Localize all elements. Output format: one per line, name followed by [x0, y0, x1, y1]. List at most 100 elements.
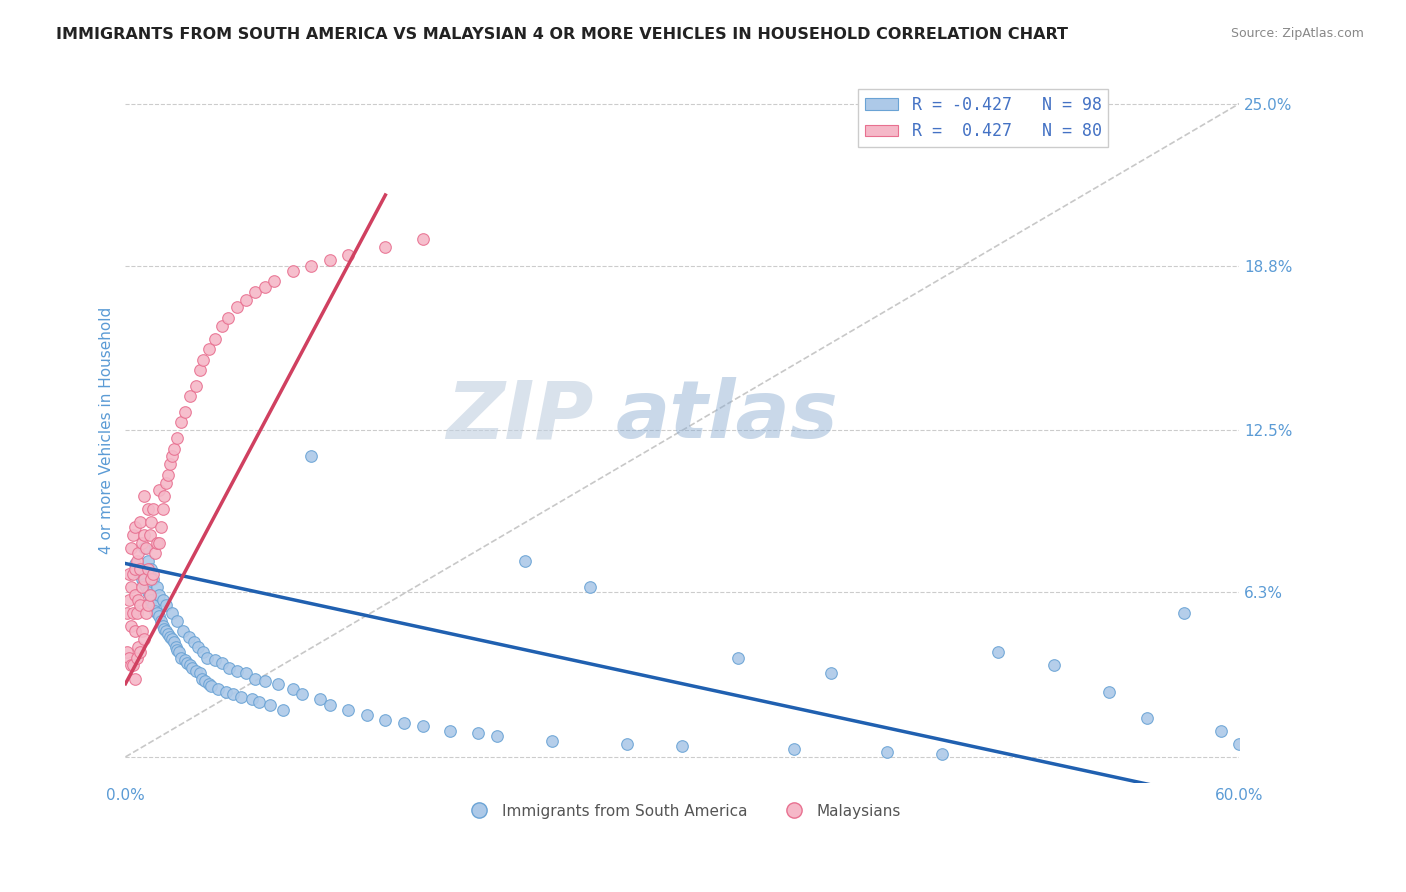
Point — [1135, 711, 1157, 725]
Point — [160, 450, 183, 464]
Point — [143, 546, 166, 560]
Point — [118, 593, 141, 607]
Point — [129, 566, 152, 581]
Point — [1227, 737, 1250, 751]
Point — [211, 318, 233, 333]
Point — [135, 606, 157, 620]
Point — [124, 520, 146, 534]
Point — [131, 572, 153, 586]
Point — [163, 635, 186, 649]
Point — [127, 640, 149, 655]
Point — [218, 661, 240, 675]
Point — [1042, 658, 1064, 673]
Point — [148, 535, 170, 549]
Point — [129, 645, 152, 659]
Point — [281, 681, 304, 696]
Point — [356, 708, 378, 723]
Point — [184, 379, 207, 393]
Point — [267, 677, 290, 691]
Point — [299, 450, 322, 464]
Point — [671, 739, 693, 754]
Point — [245, 285, 267, 299]
Point — [127, 565, 149, 579]
Point — [170, 416, 193, 430]
Point — [222, 687, 245, 701]
Point — [165, 640, 187, 655]
Y-axis label: 4 or more Vehicles in Household: 4 or more Vehicles in Household — [100, 307, 114, 554]
Point — [229, 690, 252, 704]
Point — [931, 747, 953, 762]
Point — [138, 588, 160, 602]
Point — [122, 658, 145, 673]
Point — [240, 692, 263, 706]
Point — [412, 232, 434, 246]
Point — [198, 343, 221, 357]
Point — [176, 656, 198, 670]
Point — [616, 737, 638, 751]
Point — [124, 624, 146, 639]
Point — [245, 672, 267, 686]
Point — [166, 431, 188, 445]
Point — [1173, 606, 1195, 620]
Point — [125, 562, 148, 576]
Point — [225, 301, 247, 315]
Point — [337, 703, 360, 717]
Point — [146, 606, 169, 620]
Point — [173, 405, 195, 419]
Point — [309, 692, 332, 706]
Point — [211, 656, 233, 670]
Point — [204, 653, 226, 667]
Point — [149, 520, 172, 534]
Point — [207, 681, 229, 696]
Point — [149, 614, 172, 628]
Point — [124, 588, 146, 602]
Point — [195, 650, 218, 665]
Point — [129, 599, 152, 613]
Point — [141, 562, 163, 576]
Point — [467, 726, 489, 740]
Point — [235, 293, 257, 307]
Point — [170, 650, 193, 665]
Point — [129, 562, 152, 576]
Point — [198, 677, 221, 691]
Point — [148, 608, 170, 623]
Point — [172, 624, 194, 639]
Point — [142, 501, 165, 516]
Point — [148, 588, 170, 602]
Point — [163, 442, 186, 456]
Point — [129, 515, 152, 529]
Point — [200, 679, 222, 693]
Point — [124, 562, 146, 576]
Point — [153, 489, 176, 503]
Point — [1209, 723, 1232, 738]
Point — [392, 715, 415, 730]
Point — [136, 562, 159, 576]
Point — [259, 698, 281, 712]
Point — [120, 619, 142, 633]
Point — [541, 734, 564, 748]
Point — [155, 624, 177, 639]
Point — [142, 572, 165, 586]
Point — [131, 580, 153, 594]
Point — [136, 554, 159, 568]
Point — [190, 672, 212, 686]
Point — [247, 695, 270, 709]
Legend: Immigrants from South America, Malaysians: Immigrants from South America, Malaysian… — [458, 797, 907, 825]
Point — [131, 624, 153, 639]
Text: ZIP: ZIP — [446, 377, 593, 455]
Point — [141, 515, 163, 529]
Point — [179, 658, 201, 673]
Text: Source: ZipAtlas.com: Source: ZipAtlas.com — [1230, 27, 1364, 40]
Point — [146, 580, 169, 594]
Point — [132, 528, 155, 542]
Point — [131, 535, 153, 549]
Point — [118, 650, 141, 665]
Point — [132, 577, 155, 591]
Point — [159, 457, 181, 471]
Point — [148, 483, 170, 498]
Point — [143, 603, 166, 617]
Point — [120, 658, 142, 673]
Point — [125, 650, 148, 665]
Point — [179, 389, 201, 403]
Point — [159, 630, 181, 644]
